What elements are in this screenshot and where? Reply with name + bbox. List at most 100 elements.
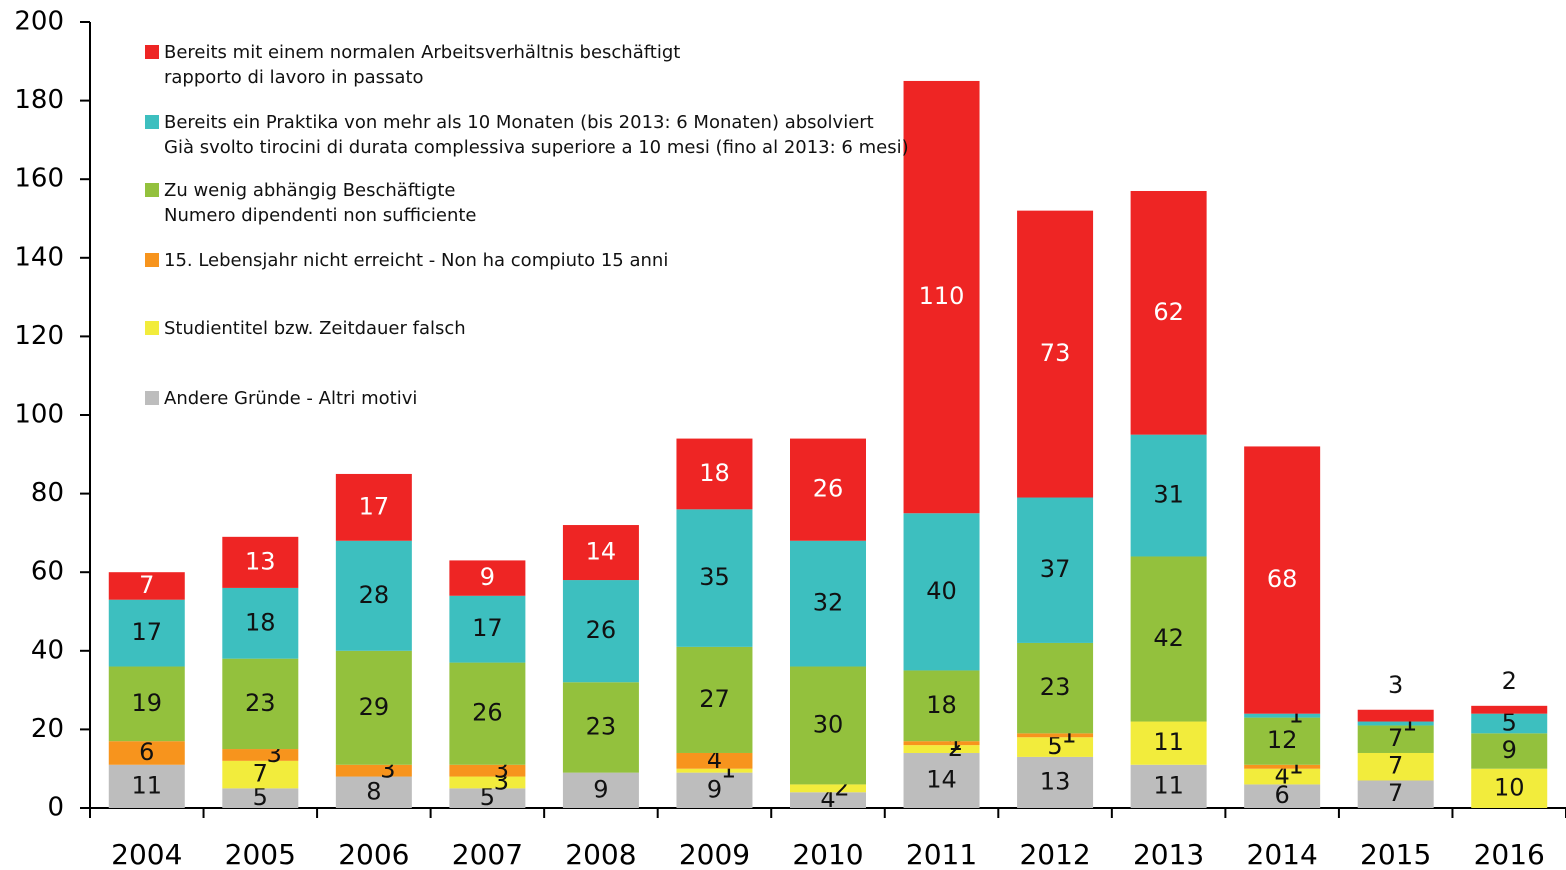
data-label: 10 (1494, 773, 1525, 801)
legend-label: Bereits ein Praktika von mehr als 10 Mon… (164, 112, 909, 158)
bar-segment (790, 540, 866, 667)
bar-segment (222, 587, 299, 659)
legend-label: 15. Lebensjahr nicht erreicht - Non ha c… (164, 250, 669, 271)
x-tick-label: 2014 (1247, 838, 1318, 870)
data-label: 2 (1502, 667, 1517, 695)
bar-segment (1017, 756, 1094, 808)
bar-segment (562, 580, 639, 683)
data-label: 18 (699, 459, 730, 487)
bar-segment (903, 752, 980, 808)
bar-segment (1357, 752, 1434, 781)
x-tick-label: 2015 (1360, 838, 1431, 870)
data-label: 28 (359, 581, 390, 609)
bar-segment (449, 788, 526, 808)
y-tick-label: 200 (14, 7, 64, 37)
bar-segment (676, 752, 753, 769)
bar-segment (1244, 717, 1321, 765)
bar-segment (1357, 780, 1434, 808)
bar-segment (1244, 713, 1321, 718)
x-tick-label: 2012 (1019, 838, 1090, 870)
y-tick-label: 60 (31, 557, 64, 587)
data-label: 9 (707, 775, 722, 803)
bar-segment (1357, 725, 1434, 753)
data-label: 18 (926, 691, 957, 719)
bar-segment (1471, 768, 1548, 808)
data-label: 3 (1388, 671, 1403, 699)
data-label: 13 (1040, 767, 1071, 795)
data-label: 35 (699, 563, 730, 591)
data-label: 7 (1388, 752, 1403, 780)
bar-segment (676, 646, 753, 753)
data-label: 5 (1047, 732, 1062, 760)
data-label: 68 (1267, 565, 1298, 593)
bar-segment (335, 776, 412, 808)
bar-segment (1017, 497, 1094, 643)
legend-label: Studientitel bzw. Zeitdauer falsch (164, 318, 466, 339)
y-tick-label: 160 (14, 164, 64, 194)
data-label: 8 (366, 777, 381, 805)
data-label: 7 (139, 571, 154, 599)
x-tick-label: 2009 (679, 838, 750, 870)
x-tick-label: 2004 (111, 838, 182, 870)
bar-segment (335, 540, 412, 651)
bar-segment (562, 772, 639, 808)
bar-segment (108, 572, 185, 600)
bar-segment (562, 682, 639, 773)
bar-segment (222, 536, 299, 588)
data-label: 31 (1153, 481, 1184, 509)
legend-swatch (145, 45, 159, 59)
bar-segment (1130, 190, 1207, 435)
bar-segment (222, 749, 299, 761)
data-label: 14 (586, 538, 617, 566)
data-label: 23 (245, 689, 276, 717)
y-tick-label: 0 (47, 793, 64, 823)
y-tick-label: 40 (31, 635, 64, 665)
x-tick-label: 2011 (906, 838, 977, 870)
data-label: 12 (1267, 726, 1298, 754)
data-label: 5 (480, 783, 495, 811)
bar-segment (108, 599, 185, 667)
bar-segment (1244, 784, 1321, 808)
data-label: 7 (253, 760, 268, 788)
bar-segment (108, 764, 185, 808)
bar-segment (1244, 764, 1321, 769)
x-tick-label: 2005 (225, 838, 296, 870)
bar-segment (108, 666, 185, 742)
legend-swatch (145, 391, 159, 405)
data-label: 5 (253, 783, 268, 811)
x-tick-label: 2010 (792, 838, 863, 870)
data-label: 23 (586, 712, 617, 740)
data-label: 9 (1502, 736, 1517, 764)
data-label: 17 (131, 618, 162, 646)
bar-segment (335, 764, 412, 777)
data-label: 7 (1388, 779, 1403, 807)
bar-segment (1130, 721, 1207, 765)
data-label: 18 (245, 608, 276, 636)
data-label: 11 (1153, 728, 1184, 756)
bar-segment (449, 595, 526, 663)
bar-segment (1130, 556, 1207, 722)
bar-segment (676, 768, 753, 773)
y-tick-label: 80 (31, 478, 64, 508)
bar-segment (790, 792, 866, 808)
data-label: 11 (1153, 771, 1184, 799)
bar-segment (222, 658, 299, 750)
bar-segment (1471, 733, 1548, 769)
y-tick-label: 140 (14, 242, 64, 272)
data-label: 5 (1502, 709, 1517, 737)
bar-segment (1357, 709, 1434, 722)
data-label: 32 (813, 589, 844, 617)
legend-swatch (145, 253, 159, 267)
legend-label: Bereits mit einem normalen Arbeitsverhäl… (164, 42, 681, 88)
y-tick-label: 100 (14, 400, 64, 430)
bar-segment (562, 525, 639, 581)
bar-segment (1130, 434, 1207, 557)
data-label: 6 (1275, 781, 1290, 809)
bar-segment (1017, 737, 1094, 757)
x-tick-label: 2006 (338, 838, 409, 870)
y-tick-label: 120 (14, 321, 64, 351)
bar-segment (903, 80, 980, 514)
data-label: 6 (139, 738, 154, 766)
data-label: 62 (1153, 298, 1184, 326)
